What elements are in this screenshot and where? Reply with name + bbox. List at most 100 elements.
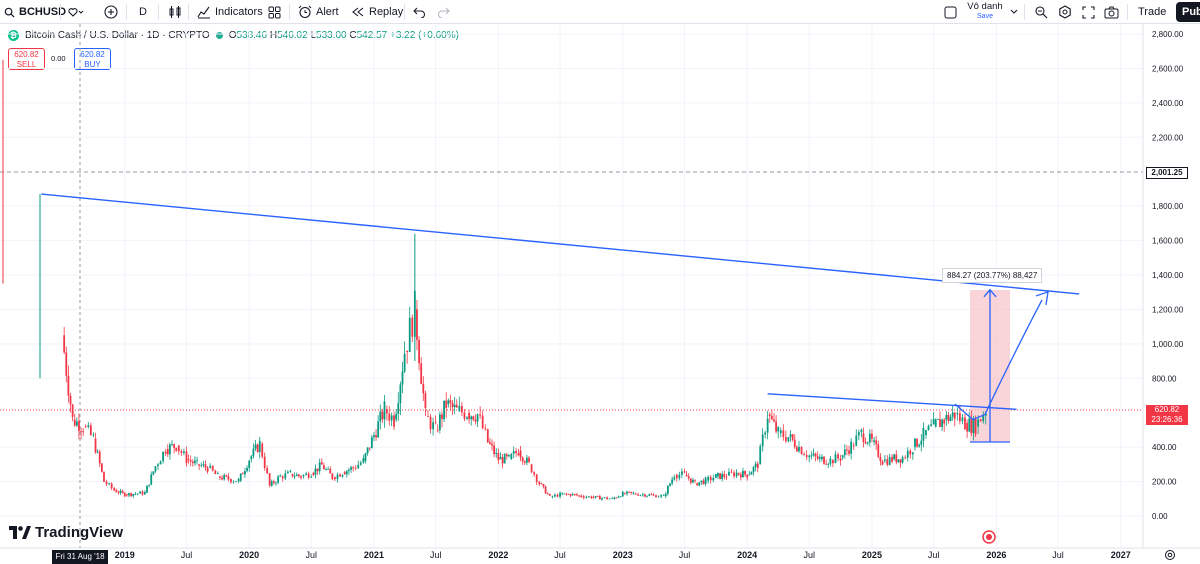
- candle-body: [272, 481, 275, 484]
- market-status-icon[interactable]: [215, 32, 223, 39]
- candle-body: [438, 414, 441, 431]
- candle-body: [823, 456, 825, 464]
- publish-button[interactable]: Publ: [1176, 2, 1200, 22]
- indicators-button[interactable]: Indicators: [197, 0, 263, 24]
- candle-body: [63, 335, 66, 353]
- candle-body: [258, 440, 261, 452]
- candle-body: [709, 476, 712, 481]
- candle-body: [750, 472, 753, 475]
- candle-body: [472, 416, 475, 420]
- symbol-search[interactable]: BCHUSD: [4, 0, 66, 24]
- symbol-title[interactable]: Bitcoin Cash / U.S. Dollar · 1D · CRYPTO: [25, 30, 210, 41]
- redo-button[interactable]: [437, 0, 450, 24]
- candle-body: [476, 414, 479, 422]
- price-axis[interactable]: 2,800.00 2,600.00 2,400.00 2,200.00 1,800.00…: [1142, 24, 1184, 548]
- candle-body: [293, 475, 296, 477]
- candle-body: [594, 495, 597, 498]
- alert-button[interactable]: Alert: [298, 0, 339, 24]
- candle-body: [289, 470, 292, 472]
- candle-body: [115, 490, 118, 493]
- candle-body: [185, 451, 188, 464]
- price-tick-label: 1,000.00: [1152, 340, 1184, 349]
- candle-body: [499, 457, 502, 460]
- candle-body: [312, 472, 315, 475]
- candle-body: [152, 471, 155, 475]
- candle-body: [377, 421, 380, 438]
- earnings-event-dot: [986, 534, 992, 540]
- layout-name[interactable]: Vô danh Save: [962, 1, 1008, 21]
- layout-checkbox[interactable]: [944, 0, 957, 24]
- buy-price: 620.82: [80, 50, 105, 59]
- add-symbol-button[interactable]: [104, 0, 118, 24]
- candle-body: [717, 473, 719, 477]
- candle-body: [279, 475, 282, 477]
- fullscreen-button[interactable]: [1082, 0, 1095, 24]
- candle-body: [893, 454, 896, 460]
- time-tick-label: Jul: [679, 550, 691, 560]
- quick-search-button[interactable]: [1034, 0, 1048, 24]
- candle-body: [141, 491, 144, 495]
- candle-body: [692, 479, 694, 483]
- candle-body: [214, 470, 217, 475]
- trendline[interactable]: [41, 193, 1080, 295]
- logo-text: TradingView: [35, 524, 124, 541]
- candle-body: [495, 453, 498, 454]
- candle-body: [530, 464, 533, 473]
- candle-body: [125, 494, 128, 496]
- interval-button[interactable]: D: [139, 0, 147, 24]
- candle-body: [891, 456, 893, 462]
- scale-settings-button[interactable]: [1164, 548, 1176, 564]
- candle-body: [121, 490, 124, 493]
- candle-body: [920, 440, 923, 445]
- candle-body: [510, 453, 513, 460]
- candles-layer: [2, 59, 987, 501]
- candle-body: [352, 467, 355, 469]
- candle-body: [154, 466, 157, 472]
- buy-button[interactable]: 620.82 BUY: [74, 48, 111, 70]
- candle-body: [424, 393, 427, 409]
- sell-button[interactable]: 620.82 SELL: [8, 48, 45, 70]
- high-label: H: [269, 30, 278, 41]
- candle-body: [837, 454, 839, 459]
- candle-body: [730, 471, 733, 473]
- candle-body: [773, 419, 775, 422]
- chart-type-button[interactable]: [168, 0, 182, 24]
- chart-legend: ₿ Bitcoin Cash / U.S. Dollar · 1D · CRYP…: [8, 30, 459, 41]
- candle-body: [696, 483, 699, 486]
- candle-body: [662, 494, 665, 496]
- trendline[interactable]: [767, 393, 1017, 410]
- candle-body: [408, 317, 411, 352]
- candle-body: [930, 424, 932, 426]
- trade-button[interactable]: Trade: [1138, 0, 1166, 24]
- candle-body: [256, 444, 259, 452]
- settings-button[interactable]: [1058, 0, 1072, 24]
- layout-menu-button[interactable]: [1010, 0, 1018, 24]
- candle-body: [791, 434, 794, 440]
- candle-body: [235, 481, 237, 483]
- candle-body: [80, 431, 82, 433]
- candle-body: [329, 468, 332, 474]
- undo-button[interactable]: [413, 0, 426, 24]
- alarm-clock-icon: [298, 5, 312, 19]
- candle-body: [406, 350, 409, 352]
- replay-button[interactable]: Replay: [351, 0, 403, 24]
- templates-button[interactable]: [268, 0, 281, 24]
- tradingview-logo[interactable]: TradingView: [9, 524, 123, 541]
- candle-body: [573, 494, 576, 495]
- candle-body: [455, 404, 458, 408]
- candle-body: [702, 480, 705, 485]
- compare-menu-button[interactable]: [68, 0, 84, 24]
- candle-body: [544, 486, 547, 494]
- projection-arrow[interactable]: [954, 299, 1043, 421]
- candle-body: [261, 443, 264, 457]
- candle-body: [977, 419, 980, 427]
- time-axis[interactable]: 2019 Jul 2020 Jul 2021 Jul 2022 Jul 2023 Jul 2024 J…: [0, 547, 1200, 560]
- candle-body: [860, 429, 863, 433]
- candle-body: [798, 446, 800, 452]
- toolbar-divider: [188, 4, 189, 20]
- price-chart[interactable]: 2,800.00 2,600.00 2,400.00 2,200.00 1,800.00…: [0, 24, 1200, 564]
- candle-body: [793, 439, 796, 448]
- snapshot-button[interactable]: [1104, 0, 1119, 24]
- fullscreen-icon: [1082, 5, 1095, 19]
- level-price-tag: 2,001.25: [1146, 167, 1188, 179]
